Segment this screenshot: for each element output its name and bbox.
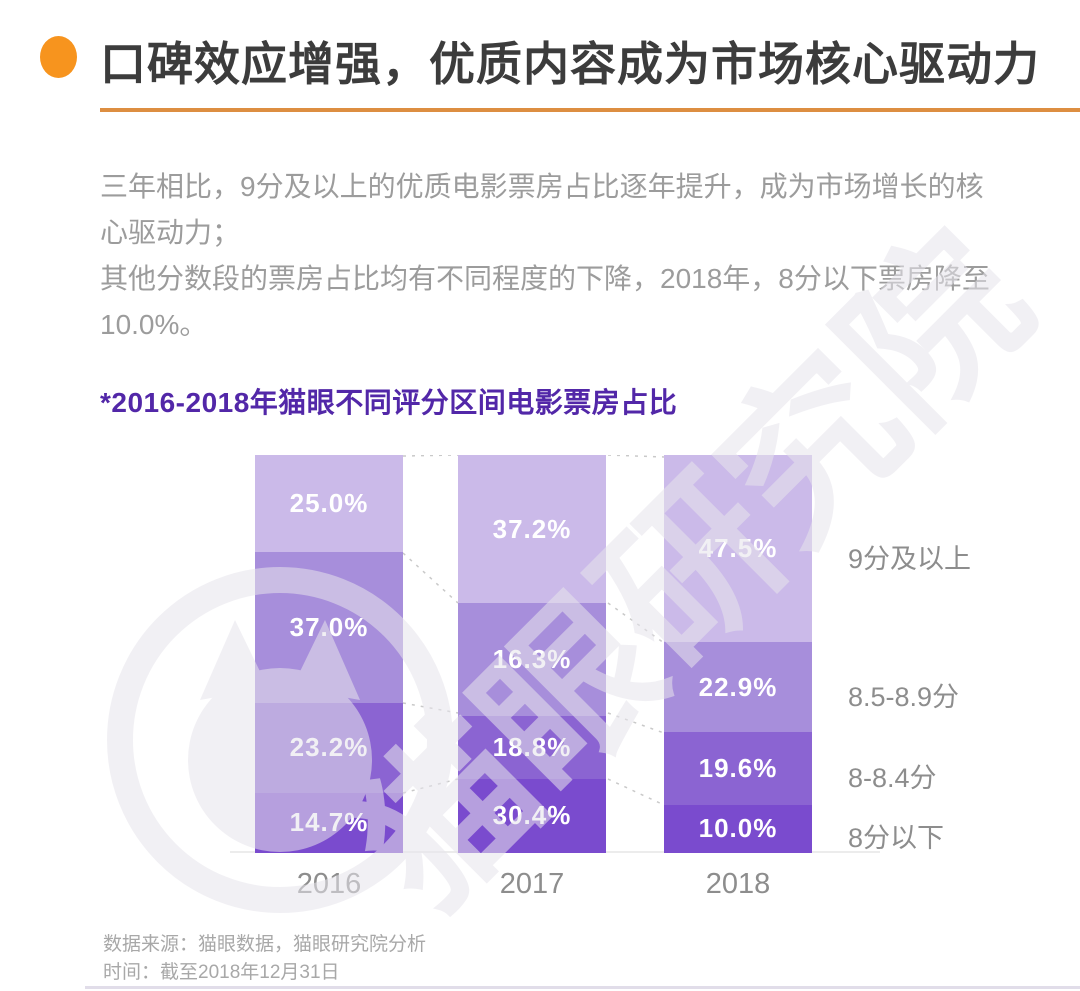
legend-item-8-84: 8-8.4分 [848, 763, 937, 793]
legend-item-9plus: 9分及以上 [848, 544, 972, 574]
segment-value-label: 19.6% [698, 753, 778, 784]
bar-2018-segment-85-89: 22.9% [664, 642, 812, 733]
chart-title: *2016-2018年猫眼不同评分区间电影票房占比 [100, 387, 678, 418]
bar-2016-segment-85-89: 37.0% [255, 552, 403, 703]
segment-value-label: 37.2% [492, 513, 572, 544]
segment-value-label: 14.7% [289, 807, 369, 838]
segment-value-label: 25.0% [289, 488, 369, 519]
time-line: 时间：截至2018年12月31日 [103, 962, 340, 983]
legend-item-below8: 8分以下 [848, 823, 945, 853]
segment-value-label: 22.9% [698, 671, 778, 702]
intro-line-2: 其他分数段的票房占比均有不同程度的下降，2018年，8分以下票房降至10.0%。 [100, 263, 990, 340]
page-title: 口碑效应增强，优质内容成为市场核心驱动力 [100, 38, 1040, 90]
bar-2017-segment-9plus: 37.2% [458, 455, 606, 604]
bar-2018-segment-below8: 10.0% [664, 804, 812, 853]
bar-2016-segment-below8: 14.7% [255, 792, 403, 853]
segment-value-label: 18.8% [492, 731, 572, 762]
title-divider [100, 108, 1080, 112]
bar-2016-segment-9plus: 25.0% [255, 455, 403, 553]
bar-2016-segment-8-84: 23.2% [255, 702, 403, 793]
legend-item-85-89: 8.5-8.9分 [848, 682, 960, 712]
bar-2017-segment-below8: 30.4% [458, 778, 606, 853]
bar-2018: 47.5% 22.9% 19.6% 10.0% [664, 455, 812, 853]
bar-2017-segment-85-89: 16.3% [458, 603, 606, 716]
segment-value-label: 10.0% [698, 813, 778, 844]
x-axis-label-2017: 2017 [499, 868, 565, 900]
bar-2017-segment-8-84: 18.8% [458, 715, 606, 779]
x-axis-label-2018: 2018 [705, 868, 771, 900]
segment-value-label: 30.4% [492, 800, 572, 831]
intro-line-1: 三年相比，9分及以上的优质电影票房占比逐年提升，成为市场增长的核心驱动力； [100, 171, 984, 248]
footer-notes: 数据来源：猫眼数据，猫眼研究院分析 时间：截至2018年12月31日 [103, 931, 426, 987]
segment-value-label: 37.0% [289, 611, 369, 642]
segment-value-label: 47.5% [698, 533, 778, 564]
x-axis-label-2016: 2016 [296, 868, 362, 900]
segment-value-label: 23.2% [289, 732, 369, 763]
bullet-icon [40, 36, 77, 78]
segment-value-label: 16.3% [492, 644, 572, 675]
bar-2018-segment-8-84: 19.6% [664, 732, 812, 805]
intro-text: 三年相比，9分及以上的优质电影票房占比逐年提升，成为市场增长的核心驱动力； 其他… [100, 164, 1005, 348]
bar-2016: 25.0% 37.0% 23.2% 14.7% [255, 455, 403, 853]
bottom-divider [85, 986, 1080, 989]
data-source-line: 数据来源：猫眼数据，猫眼研究院分析 [103, 934, 427, 955]
bar-2017: 37.2% 16.3% 18.8% 30.4% [458, 455, 606, 853]
bar-2018-segment-9plus: 47.5% [664, 455, 812, 643]
